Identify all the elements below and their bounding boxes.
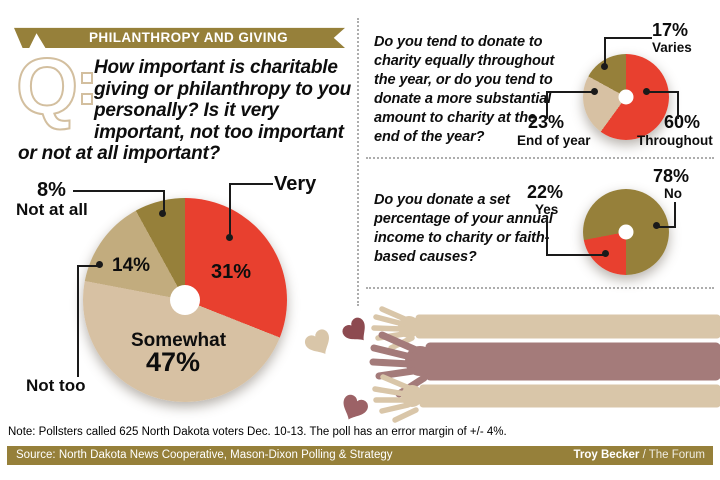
- label-end-pct: 23%: [528, 112, 565, 132]
- question-donation-timing: Do you tend to donate to charity equally…: [374, 34, 555, 145]
- main-question: How important is charitable giving or ph…: [18, 57, 352, 165]
- label-varies-pct: 17%: [652, 20, 689, 40]
- heart-icon-tan: [304, 329, 330, 354]
- q-colon-dot-top: [81, 72, 93, 84]
- label-somewhat-name: Somewhat: [131, 330, 227, 351]
- leader-line-yes: [546, 216, 606, 256]
- source-text: Source: North Dakota News Cooperative, M…: [16, 449, 393, 461]
- pie-donut-hole: [170, 285, 200, 315]
- leader-dot-nottoo: [96, 261, 103, 268]
- leader-dot-end: [591, 88, 598, 95]
- label-yes-pct: 22%: [527, 182, 564, 202]
- label-very-pct: 31%: [211, 261, 252, 283]
- label-varies-name: Varies: [652, 40, 692, 55]
- horizontal-dotted-divider-2: [366, 287, 714, 289]
- label-no-pct: 78%: [653, 166, 690, 186]
- header-ribbon: PHILANTHROPY AND GIVING: [14, 27, 345, 48]
- arm-middle: [369, 331, 720, 398]
- leader-line-nottoo: [77, 265, 101, 377]
- label-very-name: Very: [274, 173, 317, 195]
- leader-line-end: [546, 91, 596, 119]
- pie-donut-hole: [618, 224, 634, 240]
- leader-dot-notatall: [159, 210, 166, 217]
- question-mark-icon: Q: [15, 42, 79, 131]
- label-notatall-name: Not at all: [16, 200, 88, 219]
- leader-line-very: [229, 183, 273, 237]
- leader-line-notatall: [73, 190, 165, 214]
- label-notatall-pct: 8%: [37, 179, 66, 201]
- leader-dot-yes: [602, 250, 609, 257]
- pie-chart-importance: [83, 198, 287, 402]
- leader-line-no: [659, 202, 676, 228]
- arm-top: [371, 306, 720, 351]
- pie-chart-set-percentage: [583, 189, 669, 275]
- leader-dot-no: [653, 222, 660, 229]
- arm-bottom: [372, 374, 720, 423]
- main-question-text: How important is charitable giving or ph…: [18, 57, 352, 164]
- question-set-percentage: Do you donate a set percentage of your a…: [374, 192, 553, 265]
- credit-author: Troy Becker: [573, 449, 640, 461]
- heart-icon-maroon: [342, 317, 365, 341]
- q-icon-spacer: [18, 57, 94, 123]
- label-yes-name: Yes: [535, 202, 559, 217]
- label-no-name: No: [664, 186, 682, 201]
- leader-dot-very: [226, 234, 233, 241]
- leader-line-varies: [604, 37, 652, 69]
- label-somewhat-pct: 47%: [146, 347, 201, 377]
- vertical-dotted-divider: [357, 18, 359, 306]
- label-nottoo-name: Not too: [26, 376, 86, 395]
- credit-org: / The Forum: [639, 449, 705, 461]
- heart-icon-mauve: [343, 394, 368, 420]
- credit-text: Troy Becker / The Forum: [574, 446, 705, 465]
- pie-chart-timing: [583, 54, 669, 140]
- leader-dot-varies: [601, 63, 608, 70]
- pie-donut-hole: [618, 89, 634, 105]
- leader-line-through: [649, 91, 679, 119]
- q-colon-dot-bottom: [81, 93, 93, 105]
- methodology-note: Note: Pollsters called 625 North Dakota …: [8, 426, 507, 438]
- label-through-name: Throughout: [637, 133, 713, 148]
- hands-and-hearts-illustration: [304, 306, 720, 423]
- horizontal-dotted-divider-1: [366, 157, 714, 159]
- label-end-name: End of year: [517, 133, 591, 148]
- label-nottoo-pct: 14%: [112, 255, 151, 276]
- leader-dot-through: [643, 88, 650, 95]
- label-through-pct: 60%: [664, 112, 701, 132]
- source-bar: Source: North Dakota News Cooperative, M…: [7, 446, 713, 465]
